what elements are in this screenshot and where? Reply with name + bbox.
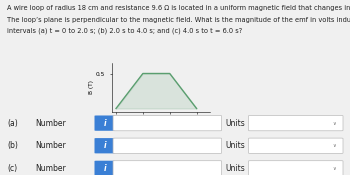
Text: (a): (a) — [7, 119, 18, 128]
Text: A wire loop of radius 18 cm and resistance 9.6 Ω is located in a uniform magneti: A wire loop of radius 18 cm and resistan… — [7, 5, 350, 11]
Y-axis label: B (T): B (T) — [89, 80, 94, 94]
Text: Number: Number — [35, 141, 66, 150]
FancyBboxPatch shape — [94, 116, 115, 131]
FancyBboxPatch shape — [113, 138, 222, 153]
Text: (c): (c) — [7, 164, 17, 173]
Text: Units: Units — [226, 119, 245, 128]
Text: i: i — [103, 141, 106, 150]
Text: Units: Units — [226, 164, 245, 173]
FancyBboxPatch shape — [248, 138, 343, 153]
Text: i: i — [103, 119, 106, 128]
Text: i: i — [103, 164, 106, 173]
Text: ∨: ∨ — [332, 143, 336, 148]
Text: ∨: ∨ — [332, 166, 336, 171]
FancyBboxPatch shape — [113, 116, 222, 131]
Text: Units: Units — [226, 141, 245, 150]
FancyBboxPatch shape — [248, 161, 343, 175]
Text: (b): (b) — [7, 141, 18, 150]
Text: intervals (a) t = 0 to 2.0 s; (b) 2.0 s to 4.0 s; and (c) 4.0 s to t = 6.0 s?: intervals (a) t = 0 to 2.0 s; (b) 2.0 s … — [7, 28, 242, 34]
FancyBboxPatch shape — [248, 116, 343, 131]
Text: Number: Number — [35, 119, 66, 128]
Text: Number: Number — [35, 164, 66, 173]
X-axis label: t (s): t (s) — [155, 125, 167, 130]
FancyBboxPatch shape — [94, 138, 115, 153]
Text: The loop’s plane is perpendicular to the magnetic field. What is the magnitude o: The loop’s plane is perpendicular to the… — [7, 17, 350, 23]
FancyBboxPatch shape — [113, 161, 222, 175]
FancyBboxPatch shape — [94, 161, 115, 175]
Text: ∨: ∨ — [332, 121, 336, 126]
